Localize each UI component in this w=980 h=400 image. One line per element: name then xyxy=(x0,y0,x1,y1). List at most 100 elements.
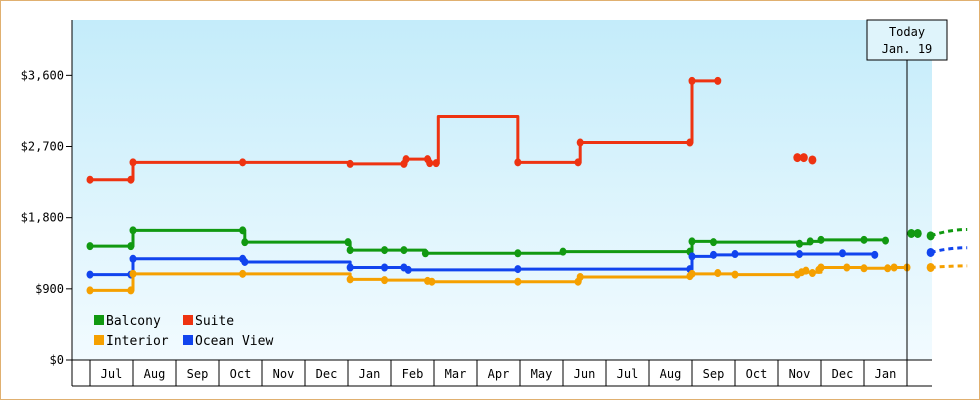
data-point xyxy=(714,76,722,85)
data-point xyxy=(799,153,808,163)
data-point xyxy=(890,263,898,272)
x-tick-label: Jun xyxy=(574,367,596,381)
data-point xyxy=(913,228,922,238)
data-point xyxy=(421,249,429,258)
data-point xyxy=(686,138,694,147)
legend-item-interior: Interior xyxy=(94,334,169,349)
y-tick-label: $1,800 xyxy=(21,211,64,225)
x-tick-label: Jan xyxy=(875,367,897,381)
data-point xyxy=(346,159,354,168)
data-point xyxy=(574,158,582,167)
data-point xyxy=(796,250,803,259)
x-tick-label: Jan xyxy=(359,367,381,381)
data-point xyxy=(926,262,935,272)
data-point xyxy=(381,276,389,285)
data-point xyxy=(404,265,412,274)
data-point xyxy=(239,158,247,167)
data-point xyxy=(576,138,584,147)
legend: Balcony Suite Interior Ocean View xyxy=(94,314,273,349)
series-suite xyxy=(86,76,817,184)
x-tick-label: Dec xyxy=(832,367,854,381)
data-point xyxy=(514,265,522,274)
x-tick-label: Aug xyxy=(144,367,166,381)
data-point xyxy=(127,175,135,184)
data-point xyxy=(86,175,94,184)
x-tick-label: Nov xyxy=(789,367,811,381)
data-point xyxy=(714,269,722,278)
data-point xyxy=(346,263,354,272)
legend-swatch xyxy=(183,335,193,345)
data-point xyxy=(514,158,522,167)
x-tick-label: Jul xyxy=(617,367,639,381)
data-point xyxy=(381,246,389,255)
x-tick-label: Apr xyxy=(488,367,510,381)
data-point xyxy=(802,266,810,275)
today-date: Jan. 19 xyxy=(882,42,933,56)
x-tick-label: Jul xyxy=(101,367,123,381)
data-point xyxy=(129,269,137,278)
data-point xyxy=(432,159,440,168)
series-layer xyxy=(86,76,968,295)
plot-area xyxy=(72,20,932,360)
legend-swatch xyxy=(94,335,104,345)
data-point xyxy=(926,247,935,257)
data-point xyxy=(808,155,817,165)
series-interior xyxy=(86,262,968,295)
today-label: Today xyxy=(889,25,925,39)
legend-swatch xyxy=(94,315,104,325)
data-point xyxy=(400,246,408,255)
x-tick-label: Feb xyxy=(402,367,424,381)
data-point xyxy=(710,250,717,259)
today-label-box xyxy=(866,19,948,61)
data-point xyxy=(127,242,135,251)
data-point xyxy=(688,76,696,85)
data-point xyxy=(86,286,94,295)
data-point xyxy=(559,247,567,256)
y-tick-label: $2,700 xyxy=(21,140,64,154)
x-tick-label: Sep xyxy=(703,367,725,381)
x-tick-label: Nov xyxy=(273,367,295,381)
legend-item-balcony: Balcony xyxy=(94,314,161,329)
data-point xyxy=(839,249,846,258)
data-point xyxy=(346,246,354,255)
data-point xyxy=(731,270,739,279)
data-point xyxy=(241,257,249,266)
data-point xyxy=(806,237,814,246)
data-point xyxy=(576,272,584,281)
x-tick-label: Dec xyxy=(316,367,338,381)
data-point xyxy=(426,159,434,168)
series-projection xyxy=(930,228,968,238)
data-point xyxy=(688,237,696,246)
legend-item-suite: Suite xyxy=(183,314,234,329)
data-point xyxy=(817,235,825,244)
legend-label: Balcony xyxy=(106,314,161,329)
data-point xyxy=(127,286,135,295)
data-point xyxy=(344,238,352,247)
x-tick-label: Sep xyxy=(187,367,209,381)
data-point xyxy=(129,158,137,167)
data-point xyxy=(843,263,851,272)
legend-swatch xyxy=(183,315,193,325)
data-point xyxy=(514,277,522,286)
data-point xyxy=(796,239,803,248)
data-point xyxy=(381,263,389,272)
x-tick-label: Oct xyxy=(746,367,768,381)
data-point xyxy=(710,238,717,247)
data-point xyxy=(860,264,868,273)
x-tick-label: Aug xyxy=(660,367,682,381)
series-projection xyxy=(930,264,968,269)
data-point xyxy=(86,242,94,251)
y-tick-label: $900 xyxy=(35,282,64,296)
axes: $0 $900 $1,800 $2,700 $3,600 Jul Aug Sep Oct Nov D… xyxy=(21,20,932,387)
data-point xyxy=(731,250,739,259)
x-tick-label: Mar xyxy=(445,367,467,381)
data-point xyxy=(129,254,137,263)
data-point xyxy=(793,153,802,163)
data-point xyxy=(871,250,879,259)
data-point xyxy=(239,226,247,235)
x-tick-label: Oct xyxy=(230,367,252,381)
data-point xyxy=(428,277,436,286)
data-point xyxy=(129,226,137,235)
data-point xyxy=(241,238,249,247)
